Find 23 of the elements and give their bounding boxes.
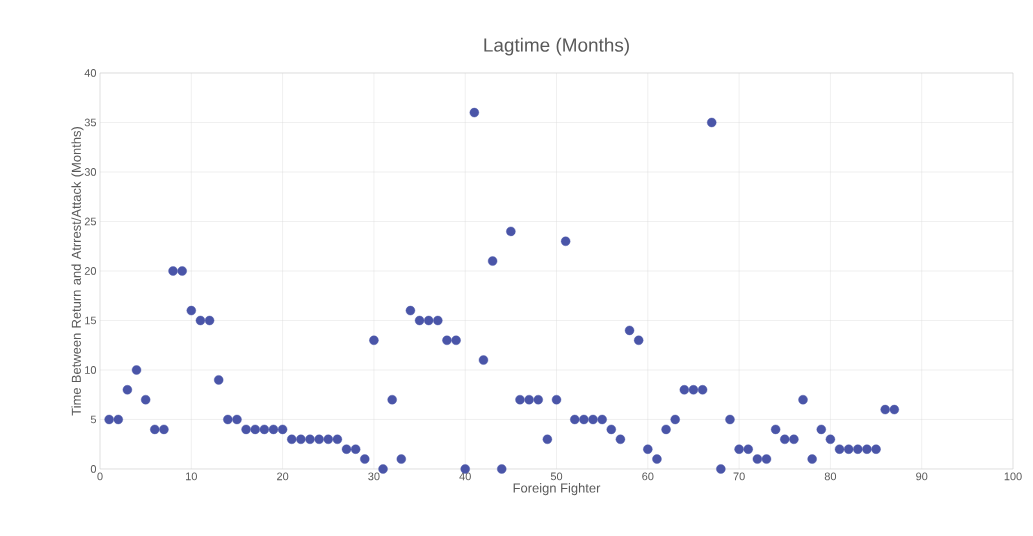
x-tick-label: 70 [733, 472, 745, 481]
y-tick-label: 15 [85, 316, 97, 325]
y-tick-label: 25 [84, 217, 97, 226]
y-tick-label: 40 [84, 69, 97, 77]
x-tick-label: 0 [97, 472, 103, 481]
x-tick-label: 50 [550, 472, 563, 481]
x-tick-label: 60 [642, 472, 654, 481]
x-axis-title: Foreign Fighter [513, 483, 601, 496]
y-tick-label: 0 [90, 465, 97, 473]
x-tick-label: 100 [1004, 472, 1022, 481]
x-tick-label: 20 [277, 472, 289, 481]
y-tick-label: 5 [90, 415, 97, 424]
y-tick-label: 30 [84, 168, 97, 176]
y-axis-title: Time Between Return and Atrrest/Attack (Months) [71, 127, 84, 416]
y-tick-label: 35 [84, 118, 97, 127]
x-tick-label: 80 [824, 472, 837, 481]
x-tick-label: 10 [186, 472, 197, 481]
x-tick-label: 90 [916, 472, 928, 481]
y-tick-label: 20 [84, 267, 97, 275]
x-tick-label: 40 [459, 472, 471, 481]
x-tick-label: 30 [368, 472, 380, 481]
chart-title: Lagtime (Months) [484, 37, 629, 56]
y-tick-label: 10 [85, 366, 97, 374]
